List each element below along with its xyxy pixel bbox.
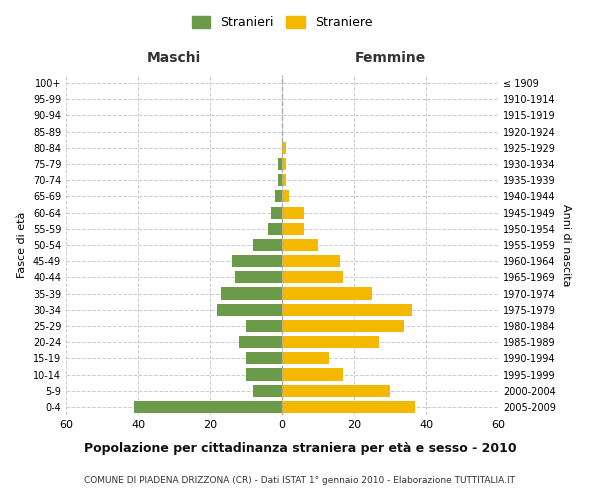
Bar (282, 158, 286, 170)
Bar (282, 206, 304, 218)
Bar (282, 190, 289, 202)
Bar (217, 304, 282, 316)
Bar (282, 304, 412, 316)
Bar (282, 174, 286, 186)
Bar (246, 368, 282, 380)
Bar (282, 401, 415, 413)
Bar (282, 288, 372, 300)
Y-axis label: Fasce di età: Fasce di età (17, 212, 27, 278)
Bar (134, 401, 282, 413)
Bar (282, 272, 343, 283)
Bar (221, 288, 282, 300)
Bar (278, 158, 282, 170)
Bar (246, 320, 282, 332)
Bar (282, 222, 304, 235)
Bar (282, 320, 404, 332)
Bar (239, 336, 282, 348)
Bar (275, 190, 282, 202)
Bar (271, 206, 282, 218)
Bar (235, 272, 282, 283)
Bar (246, 352, 282, 364)
Bar (282, 239, 318, 251)
Bar (232, 255, 282, 268)
Bar (278, 174, 282, 186)
Legend: Stranieri, Straniere: Stranieri, Straniere (187, 11, 377, 34)
Bar (282, 352, 329, 364)
Bar (282, 368, 343, 380)
Text: Maschi: Maschi (147, 51, 201, 65)
Bar (282, 384, 390, 397)
Bar (253, 239, 282, 251)
Bar (282, 255, 340, 268)
Bar (282, 142, 286, 154)
Text: COMUNE DI PIADENA DRIZZONA (CR) - Dati ISTAT 1° gennaio 2010 - Elaborazione TUTT: COMUNE DI PIADENA DRIZZONA (CR) - Dati I… (85, 476, 515, 485)
Text: Popolazione per cittadinanza straniera per età e sesso - 2010: Popolazione per cittadinanza straniera p… (83, 442, 517, 455)
Text: Femmine: Femmine (355, 51, 425, 65)
Bar (253, 384, 282, 397)
Bar (268, 222, 282, 235)
Bar (282, 336, 379, 348)
Y-axis label: Anni di nascita: Anni di nascita (561, 204, 571, 286)
